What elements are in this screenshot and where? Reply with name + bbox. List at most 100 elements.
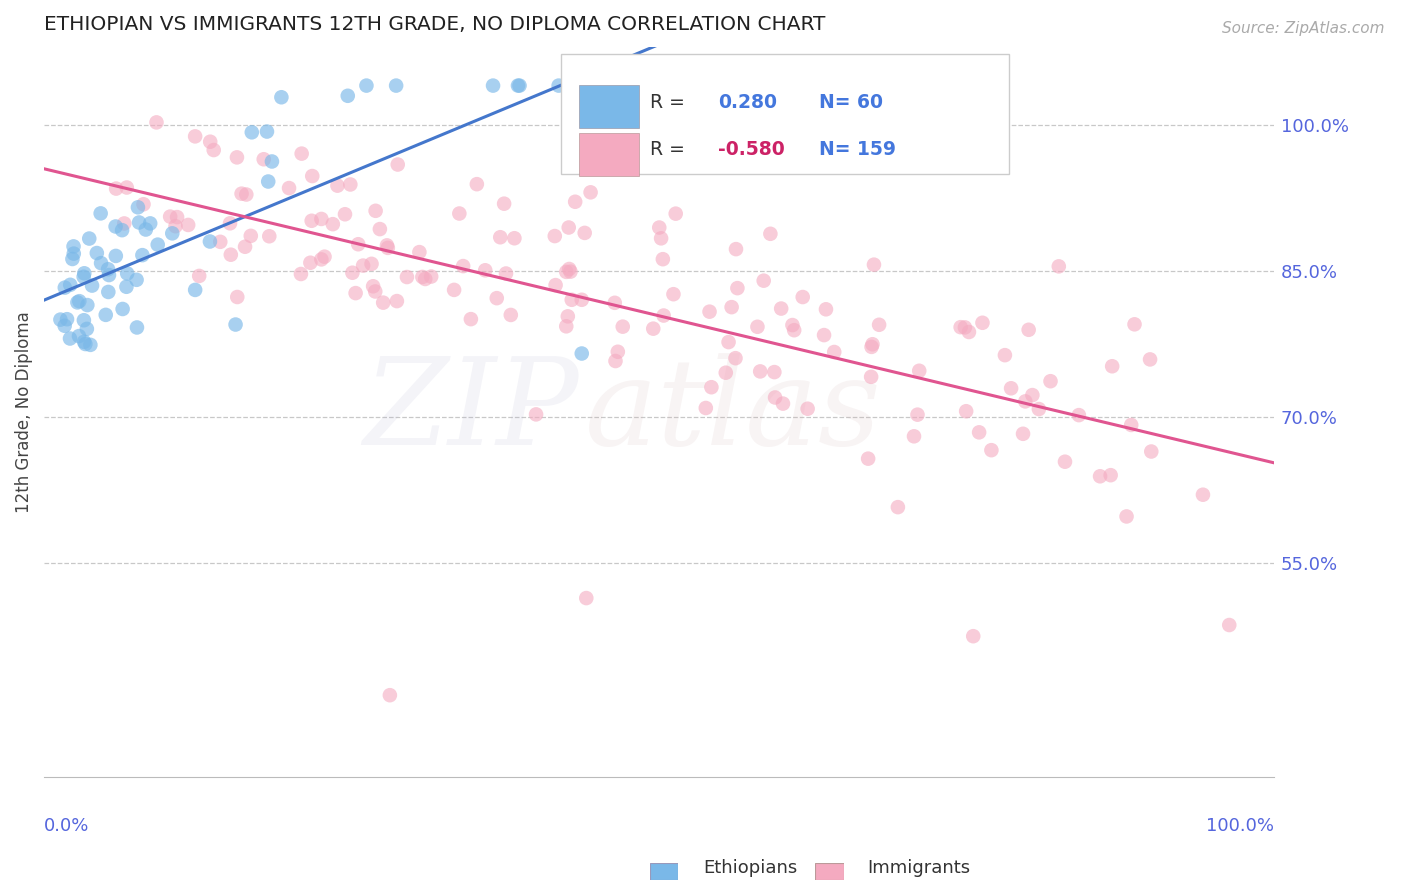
Point [326,178,349,193]
Point [605,354,627,368]
Point [1088,469,1111,483]
Point [489,230,512,244]
Point [356,78,378,93]
Point [62,252,84,266]
Point [714,366,737,380]
Text: 0.0%: 0.0% [44,817,90,835]
Point [1053,455,1076,469]
Point [67,294,90,309]
Point [571,346,593,360]
Point [368,222,391,236]
Point [131,248,153,262]
Point [259,229,281,244]
Point [98,268,121,282]
Point [240,125,263,139]
Point [782,318,804,332]
Point [558,262,581,277]
Point [1021,388,1043,402]
Point [451,259,474,273]
Point [239,228,262,243]
Point [166,210,188,224]
Point [231,186,253,201]
Point [860,340,883,354]
Point [903,429,925,443]
FancyBboxPatch shape [561,54,1010,175]
Point [260,154,283,169]
Point [377,241,399,255]
Point [772,396,794,410]
Point [1067,408,1090,422]
Point [352,259,374,273]
Point [495,267,517,281]
Point [967,425,990,440]
Text: atlas: atlas [585,353,882,470]
Point [86,246,108,260]
Point [125,273,148,287]
Text: Immigrants: Immigrants [868,859,970,877]
Point [555,265,578,279]
Point [184,129,207,144]
Point [361,279,384,293]
Point [652,309,675,323]
Point [460,312,482,326]
Point [564,194,586,209]
Point [792,290,814,304]
Point [665,207,688,221]
Point [1012,426,1035,441]
Point [62,239,84,253]
Point [75,337,97,351]
Point [257,174,280,188]
Point [465,177,488,191]
Point [413,272,436,286]
Point [80,278,103,293]
Point [364,285,387,299]
Point [724,242,747,256]
Point [561,293,583,307]
Point [256,124,278,138]
Point [290,267,312,281]
Point [219,248,242,262]
Point [524,408,547,422]
Point [115,279,138,293]
Point [907,408,929,422]
Point [1039,374,1062,388]
Point [66,295,89,310]
Point [717,334,740,349]
Point [561,155,583,169]
Point [375,238,398,252]
Point [485,291,508,305]
Point [125,320,148,334]
Point [1139,352,1161,367]
Point [449,206,471,220]
Point [544,278,567,293]
Point [202,143,225,157]
Point [863,258,886,272]
Point [387,157,409,171]
Point [408,245,430,260]
Point [145,115,167,129]
Point [76,322,98,336]
Point [56,312,79,326]
Point [482,78,505,93]
Point [763,391,786,405]
Point [200,135,222,149]
Point [555,319,578,334]
Point [651,252,673,267]
Point [1115,509,1137,524]
Point [579,186,602,200]
Point [980,443,1002,458]
Point [1140,444,1163,458]
Point [643,321,665,335]
Point [226,290,249,304]
Point [115,180,138,194]
Point [763,365,786,379]
Point [159,210,181,224]
Point [557,310,579,324]
Point [648,220,671,235]
Point [574,226,596,240]
Point [1121,417,1143,432]
Point [474,263,496,277]
Point [395,270,418,285]
Point [333,207,356,221]
Point [299,256,322,270]
